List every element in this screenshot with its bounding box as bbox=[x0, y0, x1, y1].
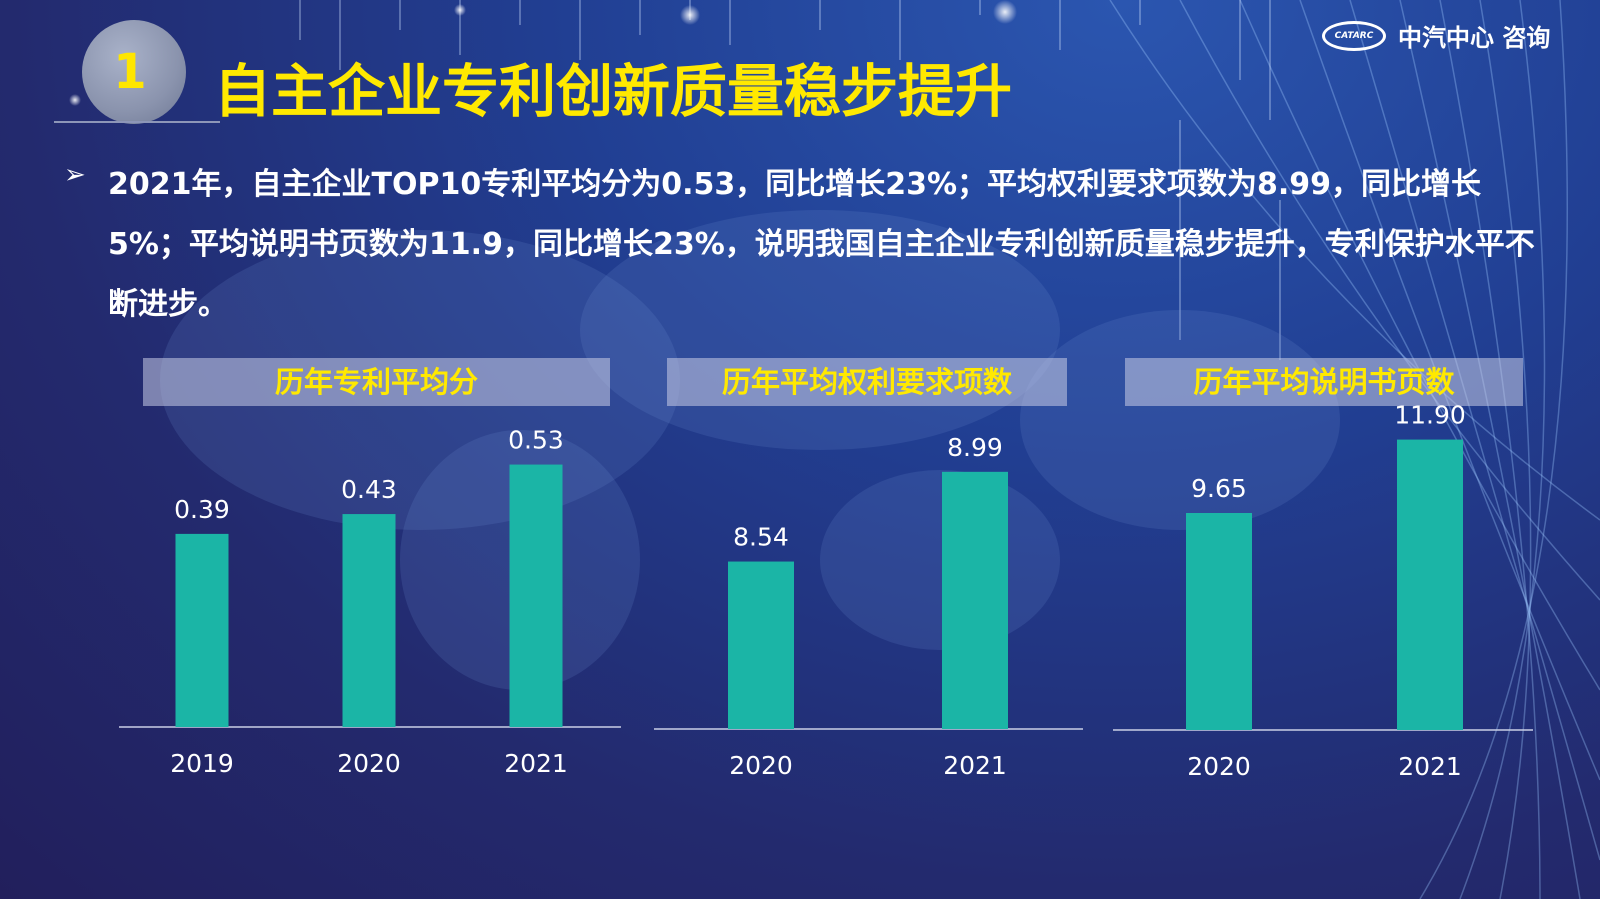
chart-3-tick-label-2020: 2020 bbox=[1187, 752, 1251, 781]
chart-1-bar-2020 bbox=[342, 514, 396, 727]
chart-3-data-label-2020: 9.65 bbox=[1191, 474, 1247, 503]
chart-3-bar-2021 bbox=[1397, 439, 1463, 730]
page-title: 自主企业专利创新质量稳步提升 bbox=[214, 59, 1012, 125]
chart-1-data-label-2021: 0.53 bbox=[508, 426, 564, 455]
catarc-logo-icon: CATARC bbox=[1322, 20, 1386, 51]
section-number-badge: 1 bbox=[82, 20, 186, 124]
chart-1-tick-label-2020: 2020 bbox=[337, 749, 401, 778]
summary-paragraph: 2021年，自主企业TOP10专利平均分为0.53，同比增长23%；平均权利要求… bbox=[108, 167, 1535, 322]
chart-3-title: 历年平均说明书页数 bbox=[1125, 358, 1523, 406]
chart-1-tick-label-2019: 2019 bbox=[170, 749, 234, 778]
title-underline bbox=[54, 121, 220, 123]
chart-2-tick-label-2020: 2020 bbox=[729, 751, 793, 780]
chart-1-tick-label-2021: 2021 bbox=[504, 749, 568, 778]
chart-2-bar-2020 bbox=[728, 561, 794, 729]
chart-2-data-label-2020: 8.54 bbox=[733, 523, 789, 552]
chart-2-bar-2021 bbox=[942, 471, 1008, 729]
chart-2-data-label-2021: 8.99 bbox=[947, 433, 1003, 462]
chart-1-bar-2021 bbox=[509, 464, 563, 727]
chart-3-data-label-2021: 11.90 bbox=[1394, 401, 1466, 430]
chart-1-title: 历年专利平均分 bbox=[143, 358, 610, 406]
chart-1-data-label-2019: 0.39 bbox=[174, 495, 230, 524]
chart-2-title: 历年平均权利要求项数 bbox=[667, 358, 1067, 406]
bullet-arrow-icon: ➢ bbox=[64, 160, 86, 190]
chart-2-tick-label-2021: 2021 bbox=[943, 751, 1007, 780]
logo: CATARC 中汽中心 咨询 bbox=[1322, 18, 1550, 53]
chart-1-bar-2019 bbox=[175, 533, 229, 727]
chart-1-data-label-2020: 0.43 bbox=[341, 475, 397, 504]
chart-3-bar-2020 bbox=[1186, 513, 1252, 730]
logo-text: 中汽中心 咨询 bbox=[1398, 24, 1551, 52]
chart-3-tick-label-2021: 2021 bbox=[1398, 752, 1462, 781]
